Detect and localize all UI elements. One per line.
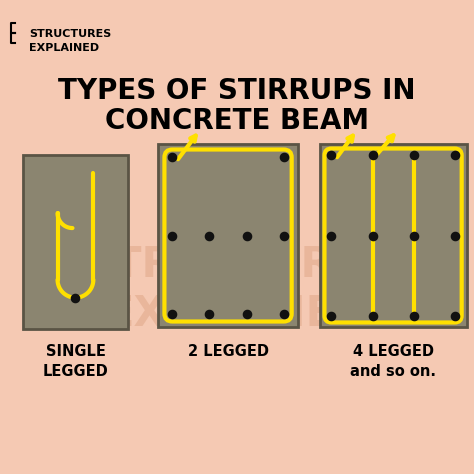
Point — [169, 154, 176, 161]
Text: STRUCTURES
EXPLAINED: STRUCTURES EXPLAINED — [83, 245, 391, 335]
Point — [206, 310, 213, 317]
Point — [410, 152, 418, 159]
Point — [243, 310, 250, 317]
Text: SINGLE
LEGGED: SINGLE LEGGED — [43, 345, 109, 379]
Bar — [158, 144, 298, 328]
Text: CONCRETE BEAM: CONCRETE BEAM — [105, 107, 369, 135]
Point — [243, 232, 250, 239]
Point — [410, 312, 418, 319]
Text: STRUCTURES: STRUCTURES — [29, 29, 111, 39]
Text: EXPLAINED: EXPLAINED — [29, 43, 100, 53]
Text: TYPES OF STIRRUPS IN: TYPES OF STIRRUPS IN — [58, 77, 416, 105]
Point — [280, 154, 288, 161]
Point — [451, 152, 458, 159]
Bar — [23, 155, 128, 329]
Text: 4 LEGGED
and so on.: 4 LEGGED and so on. — [350, 345, 436, 379]
Point — [369, 312, 376, 319]
Point — [280, 310, 288, 317]
Point — [410, 232, 418, 239]
Point — [369, 232, 376, 239]
Point — [169, 310, 176, 317]
Point — [451, 232, 458, 239]
Point — [72, 294, 79, 301]
Point — [280, 232, 288, 239]
Point — [369, 152, 376, 159]
Point — [328, 152, 335, 159]
Point — [328, 312, 335, 319]
Point — [451, 312, 458, 319]
Point — [328, 232, 335, 239]
Point — [169, 232, 176, 239]
Text: 2 LEGGED: 2 LEGGED — [188, 345, 269, 359]
Point — [206, 232, 213, 239]
Bar — [319, 144, 466, 328]
